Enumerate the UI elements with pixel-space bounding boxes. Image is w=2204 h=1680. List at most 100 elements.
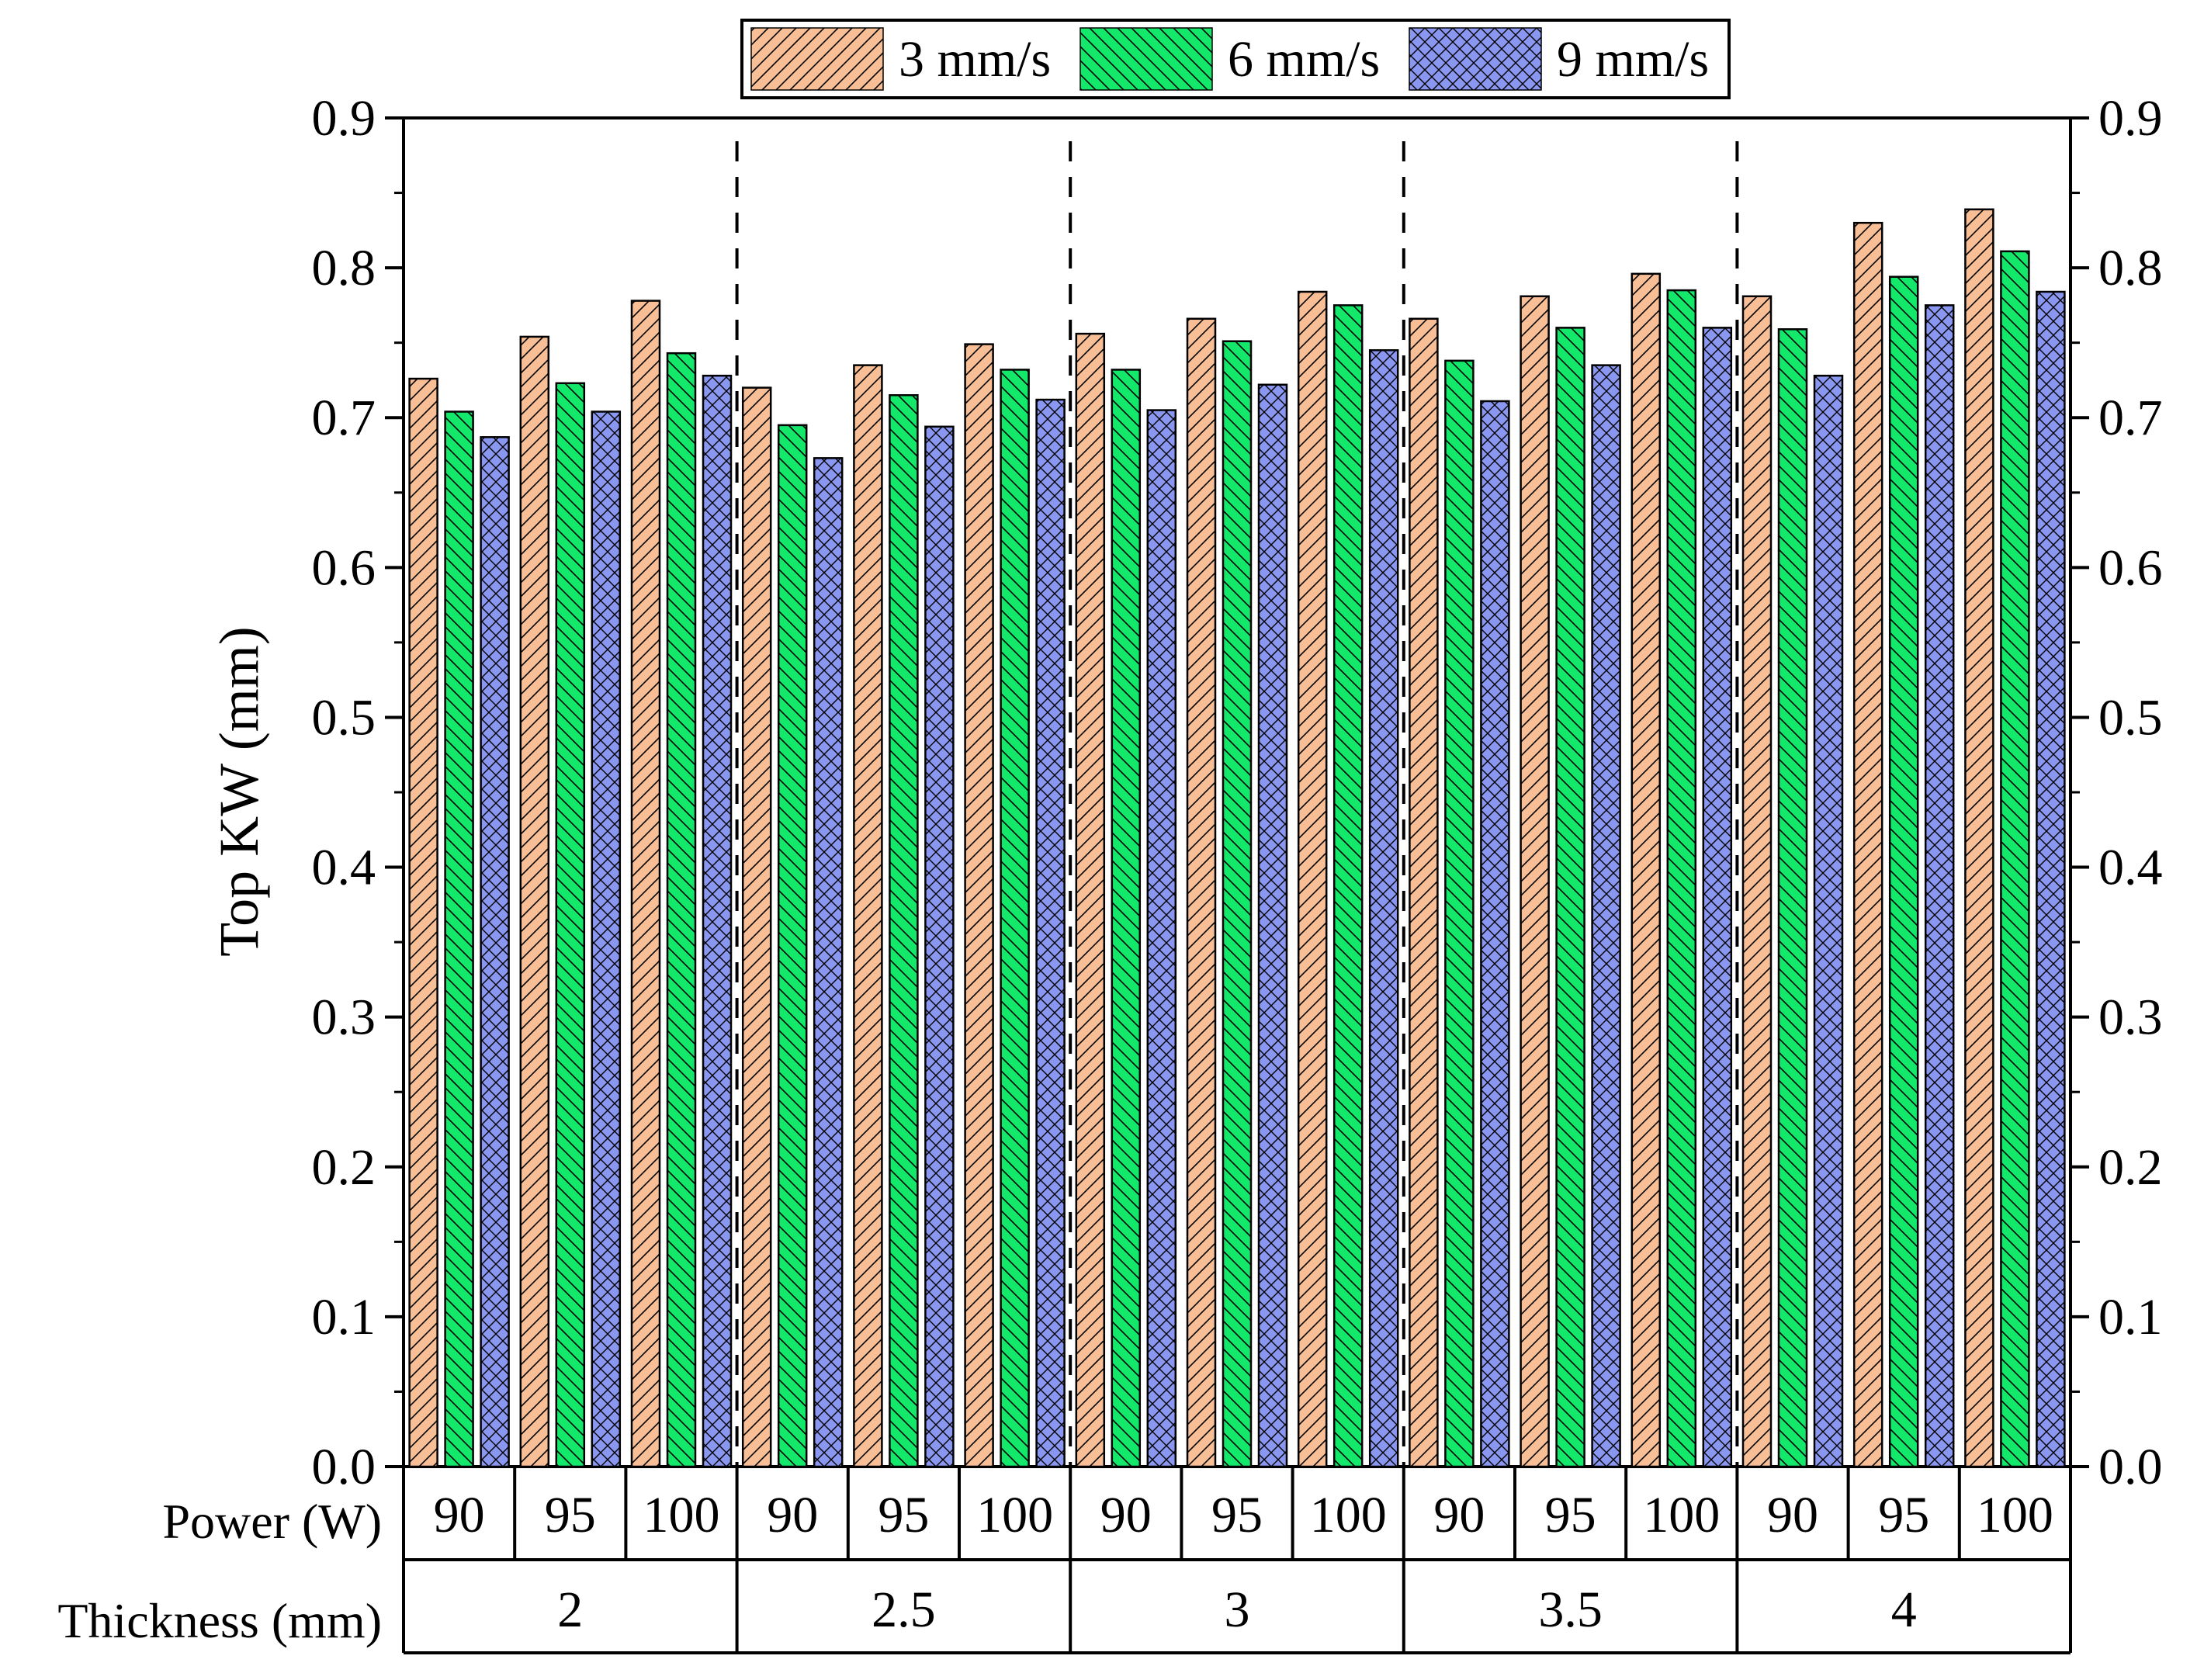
bar [741,386,772,1468]
legend-swatch-pattern [1409,27,1542,91]
bar [1000,369,1030,1468]
bar [1964,208,1994,1468]
bar [777,424,808,1468]
bar [1368,349,1399,1468]
bar [1924,304,1955,1468]
power-label: 100 [976,1487,1053,1543]
legend-label: 6 mm/s [1228,31,1380,88]
y-tick-label-right: 0.1 [2098,1289,2163,1346]
thickness-label: 2 [557,1581,583,1638]
y-tick-label-right: 0.4 [2098,840,2163,896]
y-tick-label-left: 0.4 [312,840,376,896]
legend-label: 9 mm/s [1557,31,1709,88]
power-row-label: Power (W) [162,1494,382,1549]
bar [1555,327,1585,1468]
power-label: 90 [1767,1487,1818,1543]
y-axis-title: Top KW (mm) [208,626,270,957]
category-table: 90 95 100 2 90 95 100 2.5 90 95 100 3 90 95 100 3.5 90 95… [402,1467,2072,1654]
legend-label: 3 mm/s [899,31,1051,88]
bar [924,425,955,1468]
bar [964,343,994,1468]
power-label: 95 [1211,1487,1263,1543]
y-tick-label-left: 0.8 [312,240,376,296]
power-label: 100 [643,1487,720,1543]
y-tick-label-left: 0.0 [312,1439,376,1495]
power-label: 95 [878,1487,929,1543]
bar [1035,398,1066,1468]
bar [444,410,474,1468]
power-label: 90 [1100,1487,1152,1543]
power-label: 90 [434,1487,485,1543]
y-tick-label-left: 0.7 [312,390,376,446]
bar [1297,290,1328,1468]
bar [1888,275,1919,1468]
power-label: 100 [1310,1487,1387,1543]
y-tick-label-right: 0.9 [2098,90,2163,147]
thickness-label: 3.5 [1538,1581,1603,1638]
thickness-row-label: Thickness (mm) [57,1593,382,1648]
y-tick-label-left: 0.2 [312,1139,376,1196]
bar [1852,221,1883,1468]
legend-box [740,19,1731,99]
bar [408,377,438,1468]
y-tick-label-right: 0.7 [2098,390,2163,446]
bar [480,436,510,1468]
bar [1480,400,1510,1468]
bar [813,457,844,1468]
bar [702,374,733,1468]
bar [1666,289,1697,1468]
bar [1777,328,1808,1468]
y-tick-label-left: 0.1 [312,1289,376,1346]
bar [519,335,550,1468]
bar [853,364,883,1468]
y-tick-label-left: 0.3 [312,989,376,1046]
bar [1444,359,1475,1468]
legend: 3 mm/s 6 mm/s 9 mm/s [740,19,1731,99]
bar [1332,304,1364,1468]
bar [666,352,697,1468]
bar [1146,409,1177,1468]
y-tick-label-right: 0.0 [2098,1439,2163,1495]
power-label: 95 [1545,1487,1596,1543]
bar [1630,272,1662,1468]
bar [1813,374,1844,1468]
y-tick-label-right: 0.5 [2098,689,2163,746]
y-tick-label-right: 0.2 [2098,1139,2163,1196]
y-tick-label-right: 0.8 [2098,240,2163,296]
bar [630,300,661,1468]
bar [1702,327,1733,1468]
y-tick-label-left: 0.5 [312,689,376,746]
legend-swatch-pattern [1079,27,1213,91]
legend-swatch-pattern [750,27,884,91]
bar [555,382,586,1468]
bar [1222,340,1253,1468]
power-label: 100 [1977,1487,2053,1543]
bar [1075,332,1106,1468]
bar [2036,290,2066,1468]
bar [1741,295,1773,1468]
bar [1111,369,1142,1468]
bar [2000,250,2030,1468]
plot-layer: 0.0 0.0 0.1 0.1 0.2 0.2 0.3 0.3 0.4 0.4 0.5 0.5 0.6 0… [312,90,2163,1495]
thickness-label: 2.5 [872,1581,936,1638]
y-tick-label-right: 0.3 [2098,989,2163,1046]
bar [1409,317,1439,1468]
power-label: 90 [767,1487,818,1543]
bar [1257,383,1288,1468]
bar [1186,317,1217,1468]
y-tick-label-left: 0.6 [312,539,376,596]
y-tick-label-left: 0.9 [312,90,376,147]
bar [591,410,622,1468]
bar [1591,364,1621,1468]
power-label: 95 [545,1487,596,1543]
bar [1520,295,1550,1468]
power-label: 90 [1433,1487,1485,1543]
thickness-label: 4 [1891,1581,1917,1638]
y-tick-label-right: 0.6 [2098,539,2163,596]
thickness-label: 3 [1225,1581,1250,1638]
power-label: 95 [1878,1487,1929,1543]
bar [889,394,919,1468]
power-label: 100 [1643,1487,1720,1543]
